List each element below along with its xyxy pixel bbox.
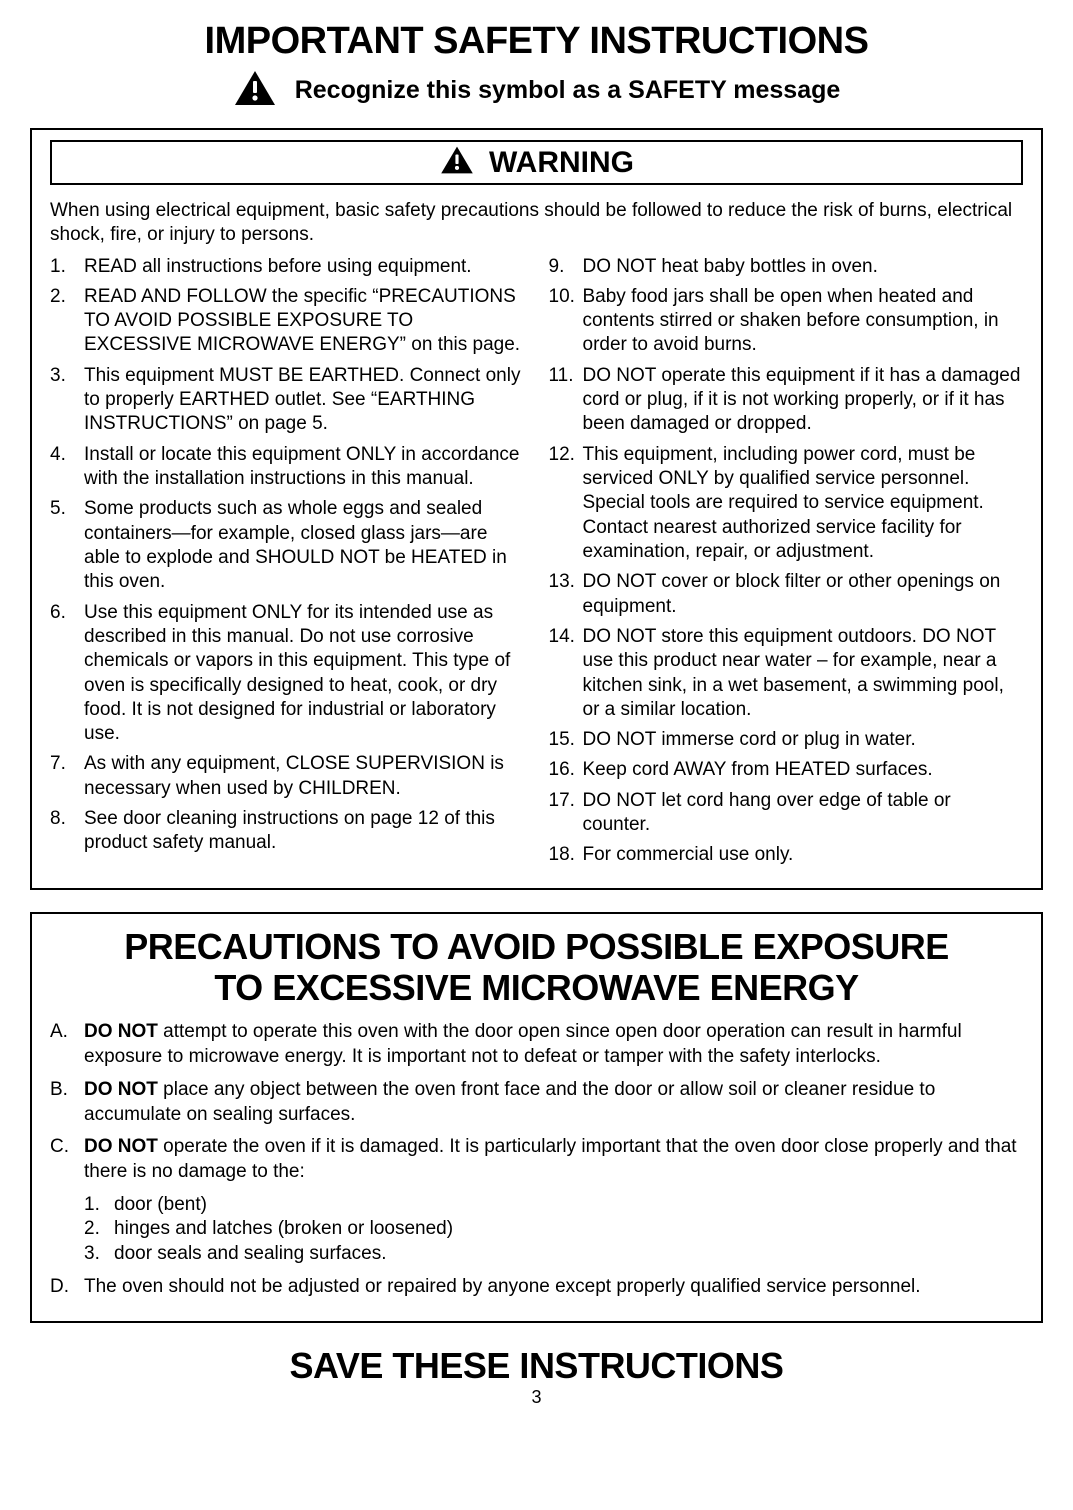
page-title: IMPORTANT SAFETY INSTRUCTIONS [30,20,1043,63]
list-item-text: Use this equipment ONLY for its intended… [84,601,525,747]
list-item: 3.This equipment MUST BE EARTHED. Connec… [50,364,525,437]
precaution-subitem: 2.hinges and latches (broken or loosened… [84,1217,1023,1242]
list-item-number: 17. [549,789,583,838]
list-item: 5.Some products such as whole eggs and s… [50,497,525,594]
list-item-number: 10. [549,285,583,358]
precaution-text: DO NOT place any object between the oven… [84,1078,1023,1127]
list-item: 13.DO NOT cover or block filter or other… [549,570,1024,619]
list-item-text: DO NOT immerse cord or plug in water. [583,728,916,752]
list-item-text: DO NOT cover or block filter or other op… [583,570,1024,619]
list-item: 8.See door cleaning instructions on page… [50,807,525,856]
precautions-section: PRECAUTIONS TO AVOID POSSIBLE EXPOSURE T… [30,912,1043,1324]
list-item: 14.DO NOT store this equipment outdoors.… [549,625,1024,722]
precaution-text: DO NOT attempt to operate this oven with… [84,1020,1023,1069]
warning-columns: 1.READ all instructions before using equ… [50,255,1023,874]
precaution-item: C.DO NOT operate the oven if it is damag… [50,1135,1023,1184]
list-item-number: 13. [549,570,583,619]
list-item-number: 12. [549,443,583,565]
list-item-number: 1. [50,255,84,279]
precaution-letter: B. [50,1078,84,1127]
list-item-text: Install or locate this equipment ONLY in… [84,443,525,492]
warning-col-right: 9.DO NOT heat baby bottles in oven.10.Ba… [549,255,1024,874]
warning-label: WARNING [489,146,634,180]
list-item: 7.As with any equipment, CLOSE SUPERVISI… [50,752,525,801]
precaution-subitem-text: door seals and sealing surfaces. [114,1242,387,1267]
list-item-number: 5. [50,497,84,594]
precaution-subitem-number: 2. [84,1217,114,1242]
list-item-number: 18. [549,843,583,867]
list-item: 4.Install or locate this equipment ONLY … [50,443,525,492]
precautions-title-line1: PRECAUTIONS TO AVOID POSSIBLE EXPOSURE [124,926,948,967]
list-item: 6.Use this equipment ONLY for its intend… [50,601,525,747]
warning-section: WARNING When using electrical equipment,… [30,128,1043,890]
precaution-text: The oven should not be adjusted or repai… [84,1275,921,1300]
list-item: 11.DO NOT operate this equipment if it h… [549,364,1024,437]
precaution-subitem: 3.door seals and sealing surfaces. [84,1242,1023,1267]
precaution-item: D.The oven should not be adjusted or rep… [50,1275,1023,1300]
precaution-text: DO NOT operate the oven if it is damaged… [84,1135,1023,1184]
list-item: 16.Keep cord AWAY from HEATED surfaces. [549,758,1024,782]
warning-col-left: 1.READ all instructions before using equ… [50,255,525,874]
precaution-subitem: 1.door (bent) [84,1193,1023,1218]
list-item-number: 9. [549,255,583,279]
alert-icon [439,145,475,180]
list-item-number: 16. [549,758,583,782]
page-number: 3 [30,1387,1043,1408]
list-item: 17.DO NOT let cord hang over edge of tab… [549,789,1024,838]
save-instructions: SAVE THESE INSTRUCTIONS [30,1345,1043,1387]
list-item-text: READ AND FOLLOW the specific “PRECAUTION… [84,285,525,358]
list-item-text: READ all instructions before using equip… [84,255,472,279]
list-item-number: 3. [50,364,84,437]
list-item-text: DO NOT operate this equipment if it has … [583,364,1024,437]
list-item-number: 14. [549,625,583,722]
list-item: 1.READ all instructions before using equ… [50,255,525,279]
precaution-letter: C. [50,1135,84,1184]
list-item-number: 7. [50,752,84,801]
precaution-subitem-number: 3. [84,1242,114,1267]
list-item: 10.Baby food jars shall be open when hea… [549,285,1024,358]
precaution-item: A.DO NOT attempt to operate this oven wi… [50,1020,1023,1069]
precaution-subitem-number: 1. [84,1193,114,1218]
list-item-number: 15. [549,728,583,752]
list-item: 9.DO NOT heat baby bottles in oven. [549,255,1024,279]
list-item-text: DO NOT store this equipment outdoors. DO… [583,625,1024,722]
precaution-item: B.DO NOT place any object between the ov… [50,1078,1023,1127]
list-item-number: 6. [50,601,84,747]
list-item-number: 11. [549,364,583,437]
list-item-text: DO NOT heat baby bottles in oven. [583,255,878,279]
list-item-text: Keep cord AWAY from HEATED surfaces. [583,758,933,782]
precaution-letter: A. [50,1020,84,1069]
precaution-sublist: 1.door (bent)2.hinges and latches (broke… [84,1193,1023,1267]
list-item-text: Baby food jars shall be open when heated… [583,285,1024,358]
list-item: 12.This equipment, including power cord,… [549,443,1024,565]
list-item: 2.READ AND FOLLOW the specific “PRECAUTI… [50,285,525,358]
list-item-text: As with any equipment, CLOSE SUPERVISION… [84,752,525,801]
alert-icon [233,69,277,112]
list-item-text: DO NOT let cord hang over edge of table … [583,789,1024,838]
list-item-text: Some products such as whole eggs and sea… [84,497,525,594]
list-item-number: 4. [50,443,84,492]
warning-header: WARNING [50,140,1023,185]
warning-intro: When using electrical equipment, basic s… [50,199,1023,247]
list-item: 15.DO NOT immerse cord or plug in water. [549,728,1024,752]
precautions-title-line2: TO EXCESSIVE MICROWAVE ENERGY [214,967,858,1008]
precaution-letter: D. [50,1275,84,1300]
precaution-subitem-text: door (bent) [114,1193,207,1218]
precautions-title: PRECAUTIONS TO AVOID POSSIBLE EXPOSURE T… [50,926,1023,1009]
list-item-text: See door cleaning instructions on page 1… [84,807,525,856]
list-item-text: This equipment MUST BE EARTHED. Connect … [84,364,525,437]
list-item-text: This equipment, including power cord, mu… [583,443,1024,565]
subtitle-row: Recognize this symbol as a SAFETY messag… [30,69,1043,112]
list-item-number: 2. [50,285,84,358]
list-item-text: For commercial use only. [583,843,794,867]
list-item: 18.For commercial use only. [549,843,1024,867]
list-item-number: 8. [50,807,84,856]
subtitle-text: Recognize this symbol as a SAFETY messag… [295,76,841,105]
precaution-subitem-text: hinges and latches (broken or loosened) [114,1217,453,1242]
precautions-list: A.DO NOT attempt to operate this oven wi… [50,1020,1023,1299]
